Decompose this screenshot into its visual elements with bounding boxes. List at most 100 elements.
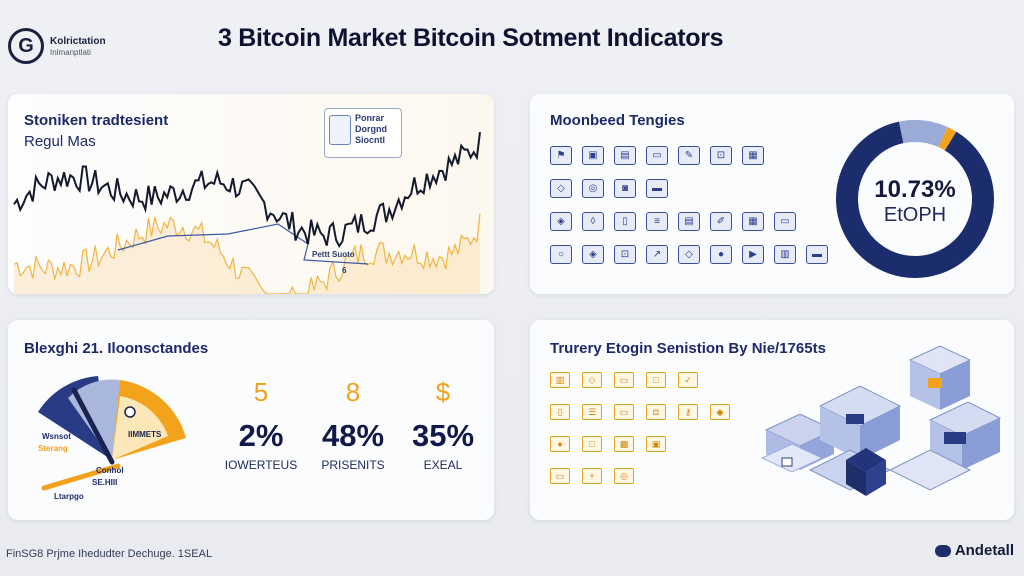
- price-trail-line: [117, 223, 369, 265]
- shield-icon[interactable]: ◊: [582, 212, 604, 231]
- stat-value: 2%: [238, 418, 284, 453]
- stat-value: 48%: [321, 418, 385, 453]
- bag-icon[interactable]: ◇: [550, 179, 572, 198]
- price-secondary-line: [13, 213, 481, 294]
- stat-label: PRISENITS: [321, 458, 385, 472]
- gauge-label-low: Ltarpgo: [54, 492, 84, 501]
- doc-icon[interactable]: ▯: [550, 404, 570, 420]
- page-title: 3 Bitcoin Market Bitcoin Sotment Indicat…: [218, 24, 724, 52]
- gauge-dot: [124, 406, 136, 418]
- laptop-icon[interactable]: ▬: [646, 179, 668, 198]
- list-icon[interactable]: ☰: [582, 404, 602, 420]
- user-icon[interactable]: ●: [710, 245, 732, 264]
- card-icon[interactable]: ▭: [774, 212, 796, 231]
- coin-icon[interactable]: ◎: [582, 179, 604, 198]
- tengies-icon-grid: ⚑ ▣ ▤ ▭ ✎ ⊡ ▦ ◇ ◎ ◙ ▬ ◈ ◊ ▯ ≡ ▤ ✐ ▦ ▭ ○ ◈ ⊡ ↗ ◇ ● ▶ ▥ ▬: [550, 146, 830, 266]
- bars-icon[interactable]: ▥: [550, 372, 570, 388]
- sension-card[interactable]: Trurery Etogin Senistion By Nie/1765ts ▥…: [530, 320, 1014, 520]
- stat-label: IOWERTEUS: [224, 458, 298, 472]
- price-card-title: Stoniken tradtesient: [24, 112, 169, 129]
- book-icon[interactable]: ▥: [774, 245, 796, 264]
- price-annotation: Pettt Suoto: [312, 250, 355, 259]
- grid-icon[interactable]: ▦: [742, 212, 764, 231]
- play-icon[interactable]: ▶: [742, 245, 764, 264]
- badge-line: Ponrar: [355, 113, 385, 123]
- price-chart-card[interactable]: Stoniken tradtesient Regul Mas Ponrar Do…: [8, 94, 494, 294]
- gauge-label-mid2: SE.HIII: [92, 478, 118, 487]
- cube-icon[interactable]: ▩: [614, 436, 634, 452]
- lock-icon[interactable]: ⊡: [710, 146, 732, 165]
- ring-icon[interactable]: ○: [550, 245, 572, 264]
- logo-subtitle: Inlmanptlati: [50, 47, 91, 57]
- tag-icon[interactable]: ◈: [582, 245, 604, 264]
- check-icon[interactable]: ✓: [678, 372, 698, 388]
- stats-card[interactable]: Blexghi 21. Iloonsctandes Wsnsot Sterang…: [8, 320, 494, 520]
- card-icon[interactable]: ▭: [614, 404, 634, 420]
- tag-icon[interactable]: ◈: [550, 212, 572, 231]
- coin-icon[interactable]: ◎: [614, 468, 634, 484]
- logo-title: Kolrictation: [50, 35, 106, 47]
- doc-icon[interactable]: ▯: [614, 212, 636, 231]
- chart-icon[interactable]: ▤: [678, 212, 700, 231]
- card-icon[interactable]: ▭: [646, 146, 668, 165]
- card-icon[interactable]: ▭: [550, 468, 570, 484]
- lock-icon[interactable]: ⊡: [614, 245, 636, 264]
- pen-icon[interactable]: ✐: [710, 212, 732, 231]
- case-icon[interactable]: ▣: [646, 436, 666, 452]
- footer-brand-icon: [934, 544, 951, 557]
- price-card-subtitle: Regul Mas: [24, 133, 96, 150]
- gauge-label-left: Wsnsot: [42, 432, 71, 441]
- donut-segment-orange: [938, 127, 957, 151]
- box-icon[interactable]: □: [646, 372, 666, 388]
- price-chart: [13, 131, 481, 294]
- footer-note: FinSG8 Prjme Ihedudter Dechuge. 1SEAL: [6, 548, 213, 560]
- signal-badge-text: Ponrar Dorgnd Siocntl: [355, 113, 387, 146]
- stat-glyph: $: [435, 377, 451, 407]
- layers-icon[interactable]: ≡: [646, 212, 668, 231]
- bag-icon[interactable]: ◇: [678, 245, 700, 264]
- image-icon[interactable]: ▣: [582, 146, 604, 165]
- key-icon[interactable]: ⚷: [678, 404, 698, 420]
- card-icon[interactable]: ▭: [614, 372, 634, 388]
- ticket-icon[interactable]: ▦: [742, 146, 764, 165]
- stat-lowerteus: 5 2% IOWERTEUS: [216, 376, 306, 472]
- flag-icon[interactable]: ⚑: [550, 146, 572, 165]
- badge-icon[interactable]: ◆: [710, 404, 730, 420]
- price-main-line: [13, 131, 481, 249]
- brand-logo[interactable]: G Kolrictation Inlmanptlati: [8, 28, 106, 64]
- gauge-label-mid: Conhol: [96, 466, 124, 475]
- plus-icon[interactable]: +: [582, 468, 602, 484]
- badge-line: Dorgnd: [355, 124, 387, 134]
- badge-line: Siocntl: [355, 135, 386, 145]
- gauge-orange-bar: [41, 463, 121, 491]
- gift-icon[interactable]: ◘: [646, 404, 666, 420]
- stat-glyph: 8: [345, 377, 361, 407]
- user-icon[interactable]: ●: [550, 436, 570, 452]
- gauge-needle: [71, 387, 115, 465]
- donut-value: 10.73%: [874, 176, 956, 203]
- donut-unit: EtOPH: [883, 204, 947, 226]
- donut-chart: 10.73% EtOPH: [830, 114, 1000, 284]
- stat-glyph: 5: [253, 377, 269, 407]
- arrow-icon[interactable]: ↗: [646, 245, 668, 264]
- laptop-icon[interactable]: ▬: [806, 245, 828, 264]
- chart-icon[interactable]: ▤: [614, 146, 636, 165]
- gauge-label-left2: Sterang: [38, 444, 68, 453]
- stat-prisenits: 8 48% PRISENITS: [308, 376, 398, 472]
- city-illustration: [760, 345, 1002, 496]
- bag-icon[interactable]: ◇: [582, 372, 602, 388]
- tengies-card[interactable]: Moonbeed Tengies ⚑ ▣ ▤ ▭ ✎ ⊡ ▦ ◇ ◎ ◙ ▬ ◈ ◊ ▯ ≡ ▤ ✐ ▦ ▭ ○ ◈ ⊡ ↗…: [530, 94, 1014, 294]
- stat-exeal: $ 35% EXEAL: [398, 376, 488, 472]
- signal-badge[interactable]: Ponrar Dorgnd Siocntl: [324, 108, 402, 158]
- donut-svg: [836, 120, 994, 278]
- camera-icon[interactable]: ◙: [614, 179, 636, 198]
- price-area: [14, 213, 480, 294]
- price-annotation-sub: 6: [342, 266, 347, 275]
- donut-segment-light: [899, 120, 948, 148]
- donut-segment-navy: [836, 121, 994, 278]
- tool-icon[interactable]: ✎: [678, 146, 700, 165]
- gauge-label-right: IIMMETS: [128, 430, 162, 439]
- box-icon[interactable]: □: [582, 436, 602, 452]
- stat-value: 35%: [411, 418, 475, 453]
- footer-brand[interactable]: Andetall: [934, 542, 1014, 559]
